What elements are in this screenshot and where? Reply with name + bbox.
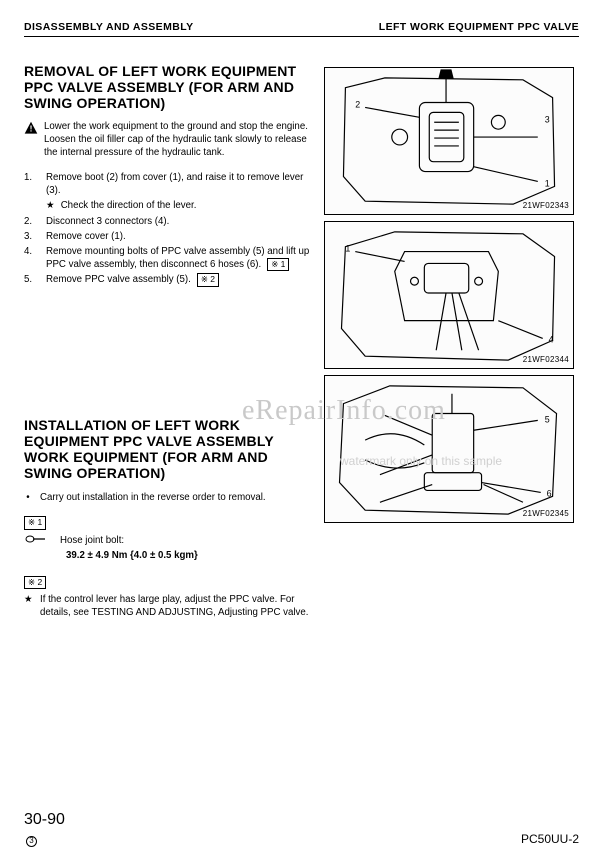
- step-num: 4.: [24, 245, 38, 272]
- svg-text:2: 2: [355, 100, 360, 110]
- ref-1-box: ※ 1: [267, 258, 289, 271]
- step-text: Remove mounting bolts of PPC valve assem…: [46, 245, 314, 272]
- figure-3-caption: 21WF02345: [523, 509, 569, 520]
- ref2-note-row: ★ If the control lever has large play, a…: [24, 593, 314, 619]
- step-text: Remove PPC valve assembly (5). ※ 2: [46, 273, 314, 286]
- page: DISASSEMBLY AND ASSEMBLY LEFT WORK EQUIP…: [0, 0, 603, 865]
- step-text: Disconnect 3 connectors (4).: [46, 215, 314, 228]
- footer-left: 30-90 3: [24, 809, 65, 847]
- svg-text:1: 1: [345, 244, 350, 254]
- step-num: 2.: [24, 215, 38, 228]
- star-text: Check the direction of the lever.: [61, 199, 197, 212]
- step-5-text: Remove PPC valve assembly (5).: [46, 274, 191, 285]
- step-3: 3. Remove cover (1).: [24, 230, 314, 243]
- ref-2-box-b: ※ 2: [24, 576, 46, 589]
- step-num: 3.: [24, 230, 38, 243]
- step-2: 2. Disconnect 3 connectors (4).: [24, 215, 314, 228]
- svg-text:5: 5: [545, 415, 550, 425]
- step-1-star: ★ Check the direction of the lever.: [46, 199, 314, 212]
- step-text: Remove boot (2) from cover (1), and rais…: [46, 171, 314, 197]
- ref1-block: ※ 1 Hose joint bolt: 39.2 ± 4.9 Nm {4.0 …: [24, 516, 314, 562]
- star-icon: ★: [24, 593, 32, 619]
- page-number: 30-90: [24, 811, 65, 828]
- ref2-note: If the control lever has large play, adj…: [40, 593, 314, 619]
- ref2-block: ※ 2 ★ If the control lever has large pla…: [24, 576, 314, 620]
- figure-2-caption: 21WF02344: [523, 355, 569, 366]
- svg-text:1: 1: [545, 179, 550, 189]
- figure-1: 3 2 1 21WF02343: [324, 67, 574, 215]
- svg-text:4: 4: [549, 335, 554, 345]
- hose-row: Hose joint bolt:: [24, 534, 314, 547]
- section2-title: INSTALLATION OF LEFT WORK EQUIPMENT PPC …: [24, 417, 314, 481]
- torque-icon: [24, 534, 46, 544]
- model-number: PC50UU-2: [521, 831, 579, 847]
- section2-bullet: • Carry out installation in the reverse …: [24, 491, 314, 504]
- figure-2: 1 4 21WF02344: [324, 221, 574, 369]
- figure-3: 5 6 21WF02345: [324, 375, 574, 523]
- right-column: 3 2 1 21WF02343 1 4: [324, 67, 579, 619]
- page-header: DISASSEMBLY AND ASSEMBLY LEFT WORK EQUIP…: [24, 20, 579, 37]
- warning-text: Lower the work equipment to the ground a…: [44, 121, 314, 159]
- steps-list: 1. Remove boot (2) from cover (1), and ra…: [24, 171, 314, 287]
- revision-circle: 3: [26, 836, 37, 847]
- step-1: 1. Remove boot (2) from cover (1), and ra…: [24, 171, 314, 197]
- left-column: REMOVAL OF LEFT WORK EQUIPMENT PPC VALVE…: [24, 63, 324, 619]
- svg-text:3: 3: [545, 114, 550, 124]
- page-footer: 30-90 3 PC50UU-2: [24, 809, 579, 847]
- hose-value: 39.2 ± 4.9 Nm {4.0 ± 0.5 kgm}: [66, 549, 314, 562]
- step-num: 1.: [24, 171, 38, 197]
- svg-text:!: !: [30, 124, 33, 134]
- step-text: Remove cover (1).: [46, 230, 314, 243]
- star-icon: ★: [46, 199, 55, 212]
- warning-icon: !: [24, 121, 38, 135]
- section1-title: REMOVAL OF LEFT WORK EQUIPMENT PPC VALVE…: [24, 63, 314, 111]
- step-4: 4. Remove mounting bolts of PPC valve ass…: [24, 245, 314, 272]
- figure-1-caption: 21WF02343: [523, 201, 569, 212]
- header-left: DISASSEMBLY AND ASSEMBLY: [24, 20, 193, 34]
- step-5: 5. Remove PPC valve assembly (5). ※ 2: [24, 273, 314, 286]
- ref-1-box-b: ※ 1: [24, 516, 46, 529]
- ref-2-box: ※ 2: [197, 273, 219, 286]
- warning-row: ! Lower the work equipment to the ground…: [24, 121, 314, 159]
- content-row: REMOVAL OF LEFT WORK EQUIPMENT PPC VALVE…: [24, 63, 579, 619]
- header-right: LEFT WORK EQUIPMENT PPC VALVE: [379, 20, 579, 34]
- bullet-text: Carry out installation in the reverse or…: [40, 491, 266, 504]
- bullet-icon: •: [24, 491, 32, 504]
- svg-text:6: 6: [547, 489, 552, 499]
- hose-label: Hose joint bolt:: [60, 534, 124, 547]
- step-num: 5.: [24, 273, 38, 286]
- section2: INSTALLATION OF LEFT WORK EQUIPMENT PPC …: [24, 417, 314, 620]
